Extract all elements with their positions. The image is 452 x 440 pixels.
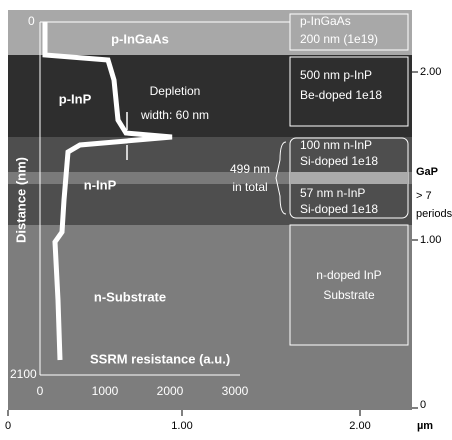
box-text: p-InGaAs — [300, 14, 351, 28]
band-p-inp — [8, 55, 412, 137]
bottom-tick: 0 — [5, 420, 11, 432]
x-tick: 0 — [37, 384, 44, 398]
gap-label: > 7 — [416, 190, 432, 202]
right-tick: 2.00 — [420, 66, 441, 78]
right-tick: 1.00 — [420, 234, 441, 246]
box-text: 500 nm p-InP — [300, 68, 372, 82]
box-text: 200 nm (1e19) — [300, 32, 378, 46]
unit: µm — [417, 420, 433, 432]
gap-label: GaP — [416, 166, 438, 178]
box-text: 57 nm n-InP — [300, 186, 365, 200]
band-substrate — [8, 225, 412, 410]
plot-axes — [39, 21, 290, 376]
total-label: 499 nm — [230, 162, 270, 176]
depletion-label: width: 60 nm — [140, 108, 209, 122]
box-text: Si-doped 1e18 — [300, 154, 378, 168]
x-tick: 3000 — [222, 384, 249, 398]
y-bottom: 2100 — [10, 367, 37, 381]
box-text: n-doped InP — [316, 268, 381, 282]
gap-bar — [290, 172, 408, 184]
y-top: 0 — [28, 14, 35, 28]
x-tick: 1000 — [92, 384, 119, 398]
band-ingaas — [8, 10, 412, 55]
gap-label: periods — [416, 208, 452, 220]
box-text: Si-doped 1e18 — [300, 202, 378, 216]
depletion-label: Depletion — [150, 84, 201, 98]
bottom-ticks — [7, 410, 361, 416]
right-ticks — [412, 71, 418, 409]
resistance-profile — [42, 22, 173, 361]
x-tick: 2000 — [157, 384, 184, 398]
box-text: Substrate — [323, 288, 375, 302]
layer-label: p-InP — [59, 91, 92, 106]
bottom-tick: 2.00 — [349, 420, 370, 432]
total-label: in total — [232, 180, 267, 194]
box-text: 100 nm n-InP — [300, 138, 372, 152]
layer-label: n-Substrate — [94, 289, 166, 304]
box-text: Be-doped 1e18 — [300, 88, 382, 102]
y-axis-title: Distance (nm) — [13, 157, 28, 243]
layer-label: n-InP — [84, 177, 117, 192]
layer-label: p-InGaAs — [111, 31, 169, 46]
x-axis-title: SSRM resistance (a.u.) — [90, 351, 230, 366]
bottom-tick: 1.00 — [171, 420, 192, 432]
right-tick: 0 — [420, 399, 426, 411]
